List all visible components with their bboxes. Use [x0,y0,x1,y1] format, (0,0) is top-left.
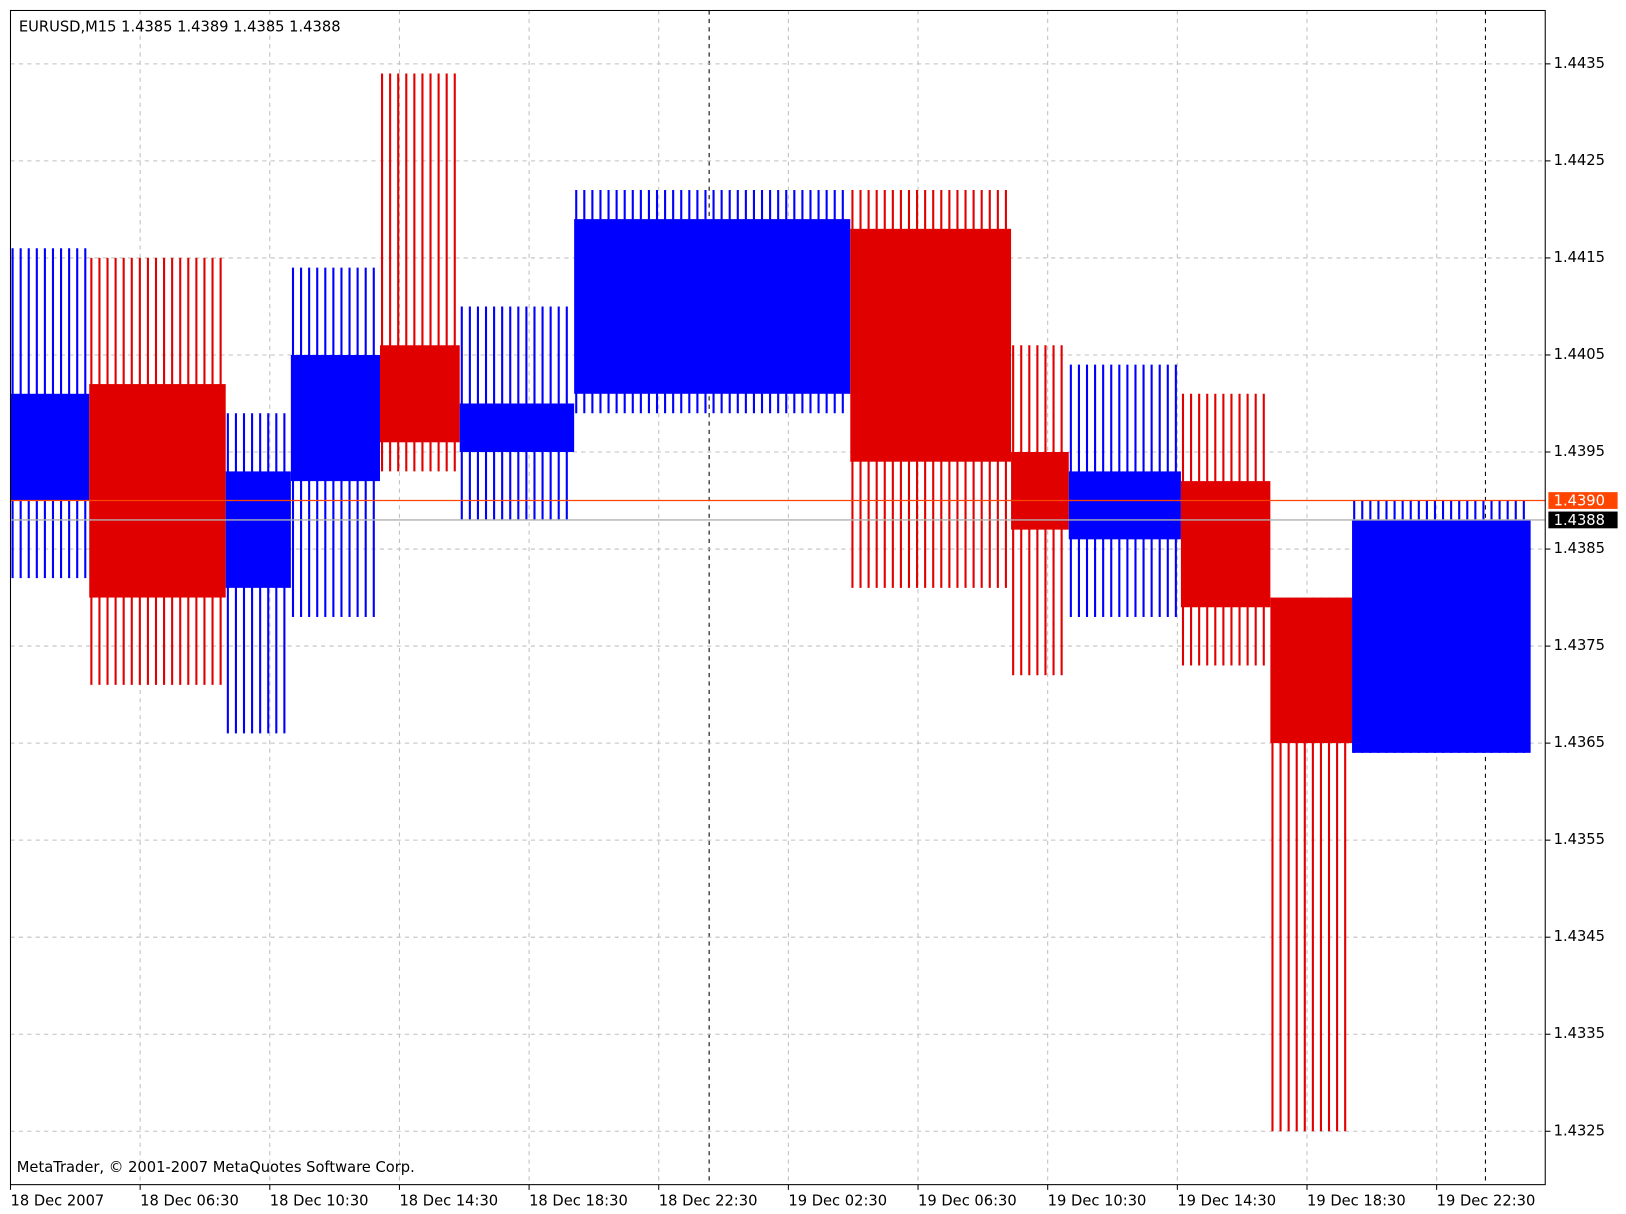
y-tick-label: 1.4405 [1554,346,1605,363]
bid-label: 1.4388 [1554,512,1605,529]
plot-layer [9,10,1546,1185]
box-body [1352,519,1531,753]
copyright: MetaTrader, © 2001-2007 MetaQuotes Softw… [17,1159,415,1176]
x-tick-label: 18 Dec 2007 [10,1192,104,1209]
x-tick-label: 18 Dec 18:30 [529,1192,628,1209]
box-body [459,403,575,453]
box-body [89,384,226,598]
box-body [1068,471,1181,540]
range-hatch [1271,597,1347,1132]
x-tick-label: 18 Dec 22:30 [659,1192,758,1209]
x-tick-label: 19 Dec 18:30 [1307,1192,1406,1209]
y-tick-label: 1.4375 [1554,637,1605,654]
x-tick-label: 19 Dec 14:30 [1177,1192,1276,1209]
x-tick-label: 18 Dec 06:30 [140,1192,239,1209]
box-body [379,345,460,443]
plot-frame [9,9,1546,1186]
box-body [1180,481,1271,608]
box-body [290,354,380,482]
y-tick-label: 1.4435 [1554,55,1605,72]
y-tick-label: 1.4365 [1554,734,1605,751]
x-tick-label: 19 Dec 10:30 [1048,1192,1147,1209]
y-tick-label: 1.4395 [1554,443,1605,460]
y-tick-label: 1.4345 [1554,928,1605,945]
ask-label-box [1548,492,1618,509]
box-body [1270,597,1353,744]
box-body [10,393,90,501]
x-tick-label: 19 Dec 06:30 [918,1192,1017,1209]
box-body [1011,452,1069,530]
ask-label: 1.4390 [1554,493,1605,510]
x-tick-label: 18 Dec 10:30 [270,1192,369,1209]
box-body [225,471,291,588]
chart-header: EURUSD,M15 1.4385 1.4389 1.4385 1.4388 [19,18,341,35]
range-hatch [381,73,456,472]
y-tick-label: 1.4425 [1554,152,1605,169]
x-tick-label: 18 Dec 14:30 [399,1192,498,1209]
bid-label-box [1548,511,1618,529]
box-body [850,228,1012,462]
x-tick-label: 19 Dec 22:30 [1437,1192,1536,1209]
y-tick-label: 1.4355 [1554,831,1605,848]
y-tick-label: 1.4325 [1554,1122,1605,1139]
x-tick-label: 19 Dec 02:30 [788,1192,887,1209]
y-tick-label: 1.4385 [1554,540,1605,557]
y-tick-label: 1.4335 [1554,1025,1605,1042]
box-body [574,219,851,394]
y-tick-label: 1.4415 [1554,249,1605,266]
